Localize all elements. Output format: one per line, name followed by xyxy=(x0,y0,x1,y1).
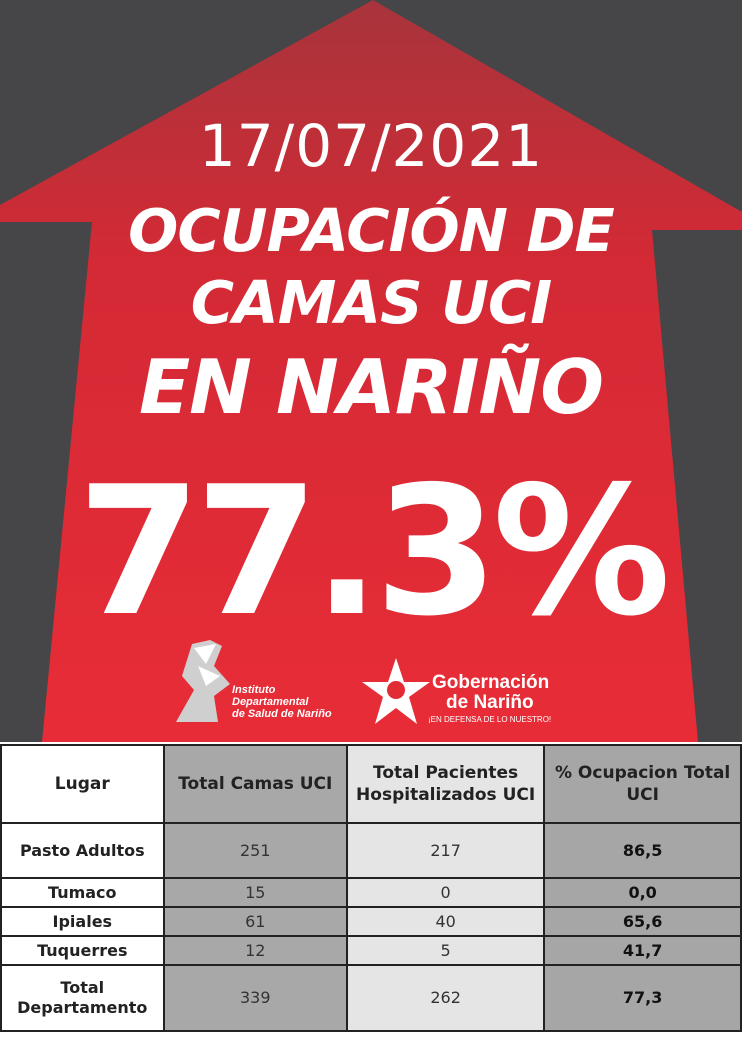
header-ocupacion: % Ocupacion Total UCI xyxy=(543,744,742,824)
table-row: Pasto Adultos 251 217 86,5 xyxy=(0,822,742,879)
table-header-row: Lugar Total Camas UCI Total Pacientes Ho… xyxy=(0,744,742,824)
table-row: Total Departamento 339 262 77,3 xyxy=(0,964,742,1032)
logos-row: Instituto Departamental de Salud de Nari… xyxy=(170,636,590,728)
table-row: Tumaco 15 0 0,0 xyxy=(0,877,742,908)
cell-camas: 12 xyxy=(162,935,348,966)
occupancy-percentage: 77.3% xyxy=(77,448,671,655)
header-total-camas: Total Camas UCI xyxy=(162,744,348,824)
cell-pacientes: 40 xyxy=(345,906,546,937)
gobernacion-slogan: ¡EN DEFENSA DE LO NUESTRO! xyxy=(428,715,552,724)
table-row: Tuquerres 12 5 41,7 xyxy=(0,935,742,966)
poster-banner: 17/07/2021 OCUPACIÓN DE CAMAS UCI EN NAR… xyxy=(0,0,742,742)
up-arrow-shape xyxy=(0,0,742,742)
cell-ocupacion: 77,3 xyxy=(543,964,742,1032)
header-lugar: Lugar xyxy=(0,744,165,824)
cell-camas: 61 xyxy=(162,906,348,937)
header-total-pacientes: Total Pacientes Hospitalizados UCI xyxy=(345,744,546,824)
headline-line-1: OCUPACIÓN DE xyxy=(128,196,615,265)
headline-line-3: EN NARIÑO xyxy=(138,343,604,431)
cell-pacientes: 5 xyxy=(345,935,546,966)
cell-camas: 251 xyxy=(162,822,348,879)
instituto-logo-text: Instituto Departamental de Salud de Nari… xyxy=(232,684,332,720)
headline-line-2: CAMAS UCI xyxy=(190,268,553,337)
gobernacion-logo-text: Gobernación de Nariño xyxy=(432,672,550,713)
cell-lugar: Total Departamento xyxy=(0,964,165,1032)
cell-lugar: Ipiales xyxy=(0,906,165,937)
gobernacion-logo-icon xyxy=(362,658,430,724)
cell-lugar: Pasto Adultos xyxy=(0,822,165,879)
instituto-logo-icon xyxy=(176,640,230,722)
cell-pacientes: 0 xyxy=(345,877,546,908)
cell-lugar: Tumaco xyxy=(0,877,165,908)
cell-ocupacion: 41,7 xyxy=(543,935,742,966)
cell-ocupacion: 65,6 xyxy=(543,906,742,937)
cell-ocupacion: 86,5 xyxy=(543,822,742,879)
icu-occupancy-table: Lugar Total Camas UCI Total Pacientes Ho… xyxy=(0,744,742,1032)
cell-pacientes: 217 xyxy=(345,822,546,879)
table-row: Ipiales 61 40 65,6 xyxy=(0,906,742,937)
cell-pacientes: 262 xyxy=(345,964,546,1032)
cell-lugar: Tuquerres xyxy=(0,935,165,966)
cell-camas: 339 xyxy=(162,964,348,1032)
report-date: 17/07/2021 xyxy=(198,112,544,180)
cell-ocupacion: 0,0 xyxy=(543,877,742,908)
cell-camas: 15 xyxy=(162,877,348,908)
